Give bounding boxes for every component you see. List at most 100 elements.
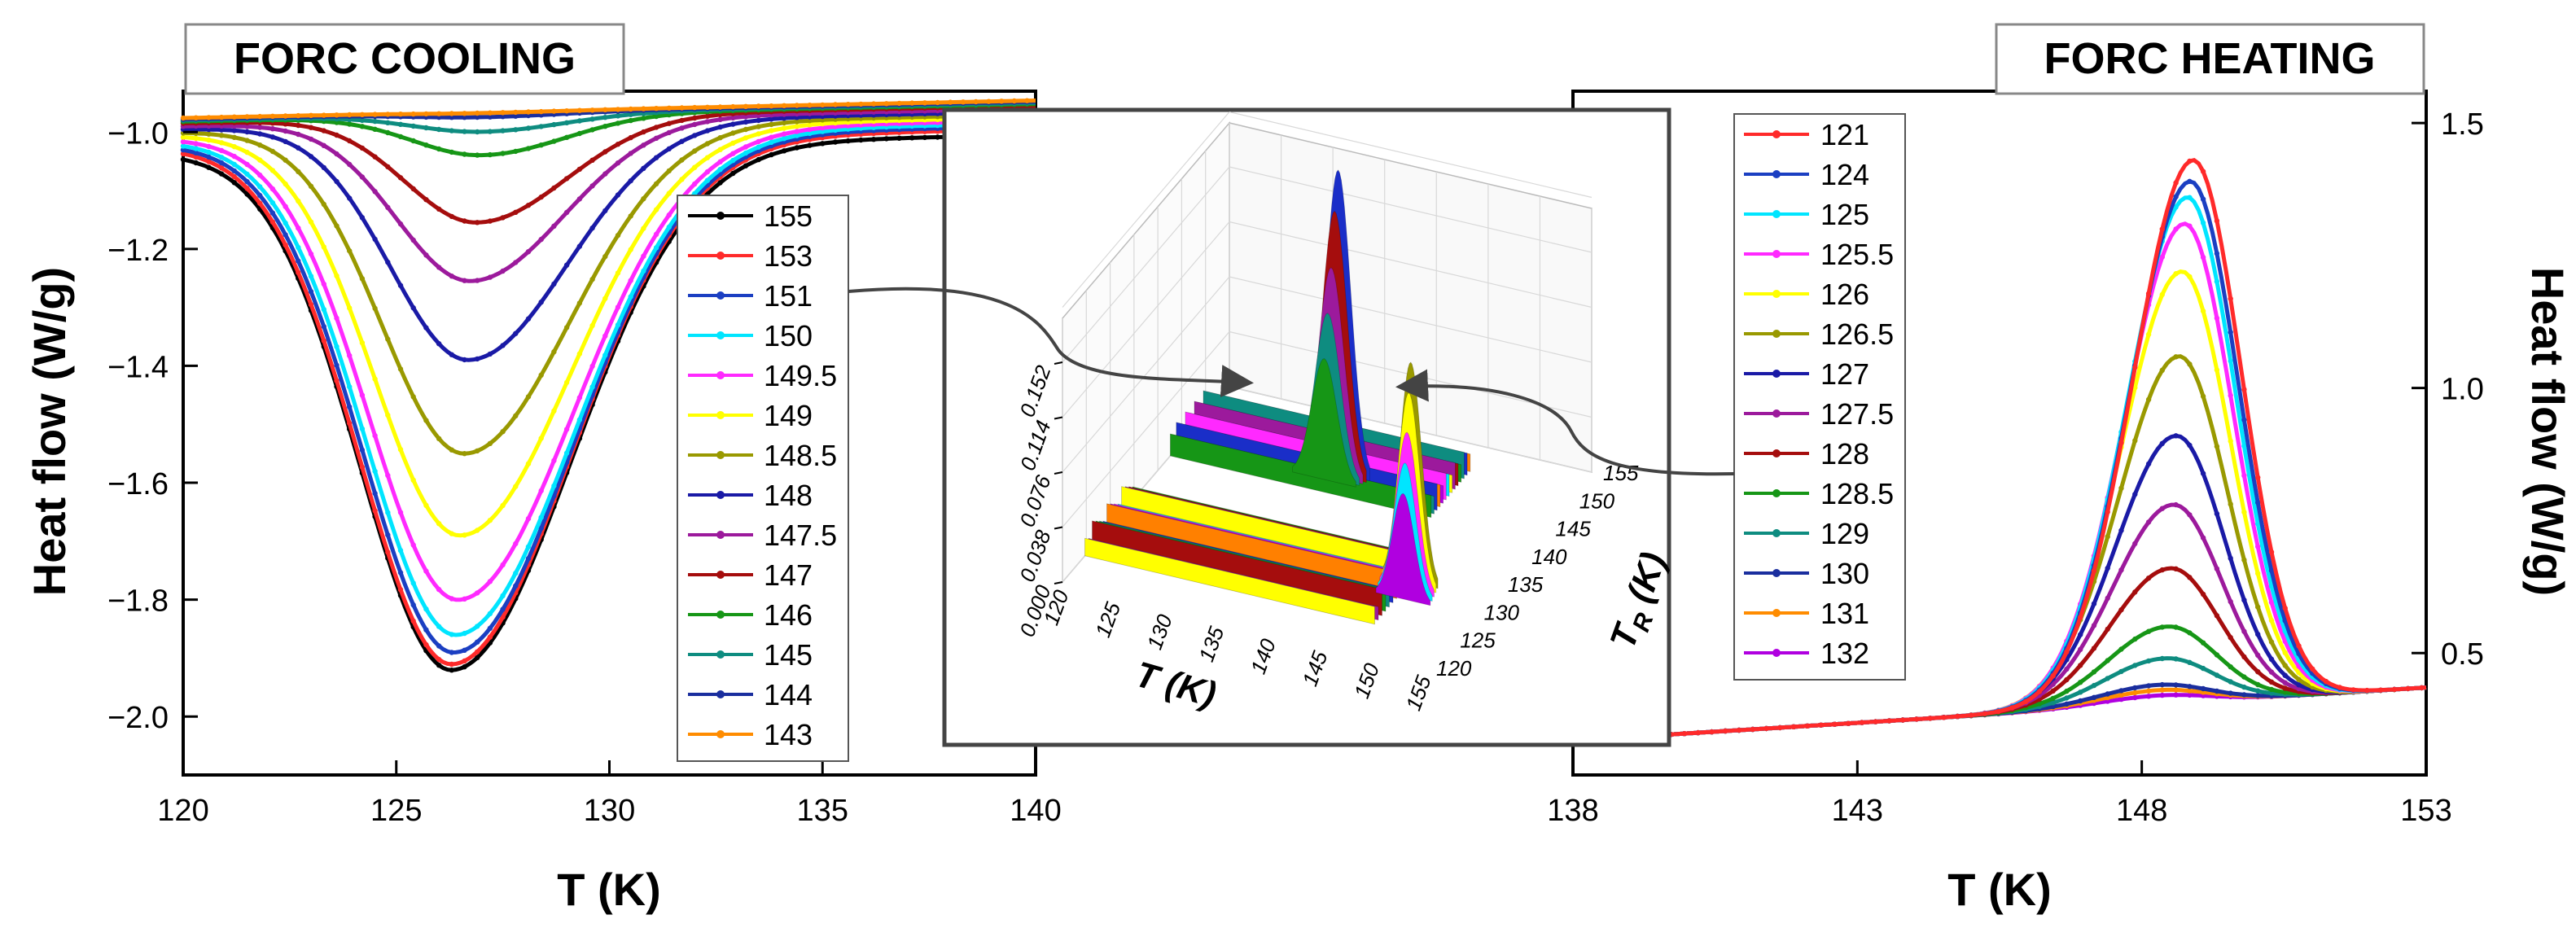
heating-legend-entry: 126.5 <box>1744 317 1894 351</box>
cooling-legend-marker <box>716 730 725 738</box>
cooling-data-point <box>372 376 378 382</box>
cooling-data-point <box>385 204 391 210</box>
heating-data-point <box>2078 615 2083 620</box>
heating-data-point <box>2241 692 2247 698</box>
heating-data-point <box>1804 723 1811 729</box>
cooling-x-tick-label: 120 <box>157 794 208 828</box>
cooling-data-point <box>602 124 608 129</box>
heating-data-point <box>2173 204 2179 210</box>
cooling-data-point <box>397 570 404 576</box>
cooling-series-line-149 <box>182 115 1036 538</box>
cooling-data-point <box>935 99 940 106</box>
cooling-data-point <box>308 112 314 118</box>
cooling-data-point <box>449 632 454 637</box>
heating-data-point <box>2187 684 2193 689</box>
cooling-x-tick-label: 130 <box>584 794 635 828</box>
cooling-data-point <box>615 304 621 310</box>
cooling-data-point <box>410 123 416 129</box>
cooling-data-point <box>615 232 621 239</box>
cooling-y-tick-label: −1.4 <box>107 350 169 384</box>
heating-data-point <box>2405 685 2411 692</box>
heating-legend-entry: 128 <box>1744 437 1869 471</box>
cooling-data-point <box>218 147 225 154</box>
heating-data-point <box>2187 575 2193 580</box>
heating-data-point <box>2132 385 2138 391</box>
heating-data-point <box>2187 442 2193 449</box>
heating-legend-items: 121 124 125 125.5 126 126.5 127 127.5 128 128.5 12… <box>1744 118 1894 670</box>
cooling-data-point <box>296 198 301 204</box>
cooling-data-point <box>321 112 326 118</box>
heating-data-point <box>2159 567 2165 573</box>
cooling-legend-marker <box>716 491 725 499</box>
cooling-data-point <box>475 654 480 661</box>
heating-legend-box <box>1733 113 1906 681</box>
cooling-data-point <box>423 197 429 203</box>
heating-data-point <box>2105 626 2110 633</box>
heating-data-point <box>2105 698 2110 704</box>
cooling-data-point <box>385 164 391 170</box>
cooling-data-point <box>206 137 212 143</box>
cooling-data-point <box>308 219 314 225</box>
cooling-data-point <box>513 113 519 119</box>
cooling-data-point <box>296 269 301 275</box>
cooling-data-point <box>347 138 353 144</box>
heating-data-point <box>2064 649 2070 654</box>
cooling-data-point <box>704 141 711 147</box>
heating-data-point <box>2241 557 2247 563</box>
cooling-data-point <box>563 134 570 140</box>
cooling-data-point <box>896 135 902 141</box>
cooling-data-point <box>730 157 736 164</box>
cooling-data-point <box>794 124 800 129</box>
cooling-legend-entry: 145 <box>688 638 813 672</box>
heating-data-point <box>2214 566 2220 571</box>
cooling-data-point <box>347 420 353 427</box>
cooling-series-line-151 <box>182 124 1036 655</box>
cooling-data-point <box>641 106 646 112</box>
heating-data-point <box>1982 711 1987 716</box>
cooling-data-point <box>641 165 646 171</box>
cooling-data-point <box>615 142 621 147</box>
cooling-data-point <box>576 130 583 137</box>
cooling-data-point <box>206 115 212 120</box>
cooling-y-tick-label: −2.0 <box>107 701 169 735</box>
heating-data-point <box>2228 679 2233 685</box>
heating-data-point <box>2173 354 2179 360</box>
heating-data-point <box>2050 688 2056 694</box>
cooling-data-point <box>653 245 659 251</box>
cooling-data-point <box>602 107 608 112</box>
cooling-data-point <box>781 120 787 126</box>
cooling-data-point <box>807 142 813 148</box>
cooling-data-point <box>576 351 583 357</box>
cooling-data-point <box>269 219 276 225</box>
cooling-data-point <box>641 196 646 202</box>
cooling-data-point <box>487 351 493 357</box>
heating-data-point <box>2118 485 2124 491</box>
cooling-data-point <box>641 268 646 274</box>
cooling-data-point <box>321 324 326 330</box>
heating-legend-label: 127.5 <box>1820 397 1894 431</box>
cooling-data-point <box>180 151 186 157</box>
cooling-data-point <box>436 624 442 629</box>
cooling-data-point <box>321 128 326 134</box>
heating-legend-entry: 132 <box>1744 637 1869 670</box>
cooling-data-point <box>385 510 391 515</box>
cooling-data-point <box>538 124 544 129</box>
cooling-series-markers-151 <box>180 124 1030 655</box>
cooling-data-point <box>628 213 633 219</box>
cooling-data-point <box>423 142 429 148</box>
cooling-data-point <box>589 157 595 163</box>
cooling-data-point <box>615 113 621 119</box>
cooling-data-point <box>321 142 326 148</box>
heating-legend-entry: 125.5 <box>1744 238 1894 271</box>
cooling-data-point <box>717 147 723 152</box>
cooling-data-point <box>653 181 659 186</box>
cooling-data-point <box>372 490 378 497</box>
heating-data-point <box>2159 226 2165 232</box>
cooling-data-point <box>960 99 966 105</box>
cooling-data-point <box>666 120 672 126</box>
cooling-data-point <box>538 488 544 494</box>
cooling-legend-label: 155 <box>764 199 813 233</box>
heating-data-point <box>2214 315 2220 321</box>
heating-data-point <box>1832 721 1838 727</box>
cooling-data-point <box>500 215 506 221</box>
